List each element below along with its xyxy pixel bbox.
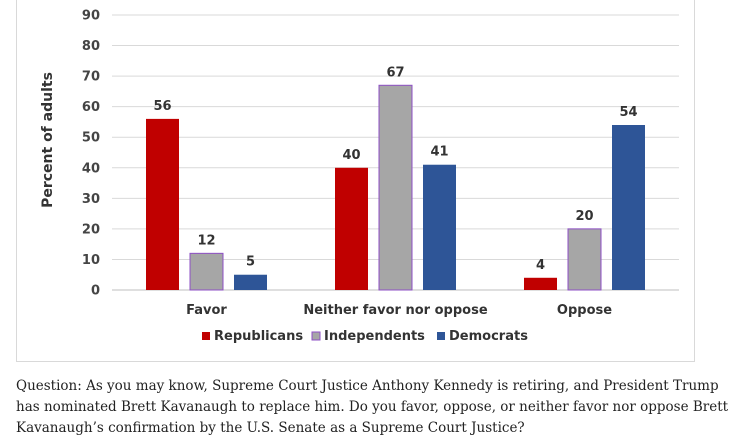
y-tick-label: 40 [82, 161, 100, 176]
data-label: 5 [246, 255, 255, 270]
bar-republicans [146, 118, 179, 290]
data-label: 54 [619, 105, 637, 120]
legend-label: Independents [324, 329, 425, 344]
y-tick-label: 90 [82, 9, 100, 24]
data-label: 12 [197, 233, 215, 248]
y-tick-label: 70 [82, 70, 100, 85]
data-labels: 56 12 5 40 67 41 4 20 54 [153, 65, 637, 273]
y-axis-ticks: 0 10 20 30 40 50 60 70 80 90 [82, 9, 100, 299]
data-label: 40 [342, 148, 360, 163]
x-category-label: Neither favor nor oppose [303, 303, 487, 318]
y-tick-label: 0 [91, 284, 100, 299]
bar-democrats [234, 274, 267, 290]
chart-frame: 0 10 20 30 40 50 60 70 80 90 56 12 5 40 67 41 4 20 54 Fav… [16, 0, 695, 362]
data-label: 20 [575, 209, 593, 224]
data-label: 56 [153, 99, 171, 114]
x-axis-categories: Favor Neither favor nor oppose Oppose [186, 303, 612, 318]
y-tick-label: 80 [82, 39, 100, 54]
legend: Republicans Independents Democrats [202, 329, 528, 344]
question-caption: Question: As you may know, Supreme Court… [16, 378, 729, 436]
data-label: 4 [536, 258, 545, 273]
y-axis-label: Percent of adults [40, 72, 56, 208]
bar-republicans [524, 277, 557, 290]
legend-label: Republicans [214, 329, 303, 344]
bar-independents [378, 84, 413, 291]
bar-democrats [612, 125, 645, 290]
legend-swatch [437, 332, 445, 340]
bar-chart: 0 10 20 30 40 50 60 70 80 90 56 12 5 40 67 41 4 20 54 Fav… [40, 9, 679, 344]
legend-swatch [311, 331, 321, 341]
y-tick-label: 50 [82, 131, 100, 146]
y-tick-label: 30 [82, 192, 100, 207]
y-tick-label: 60 [82, 100, 100, 115]
x-category-label: Favor [186, 303, 227, 318]
y-tick-label: 10 [82, 253, 100, 268]
legend-swatch [202, 332, 210, 340]
data-label: 41 [430, 145, 448, 160]
bar-democrats [423, 164, 456, 290]
bar-independents [189, 252, 224, 291]
data-label: 67 [386, 65, 404, 80]
bars [146, 84, 645, 291]
bar-independents [567, 228, 602, 291]
bar-republicans [335, 167, 368, 290]
legend-label: Democrats [449, 329, 528, 344]
y-tick-label: 20 [82, 222, 100, 237]
x-category-label: Oppose [557, 303, 612, 318]
